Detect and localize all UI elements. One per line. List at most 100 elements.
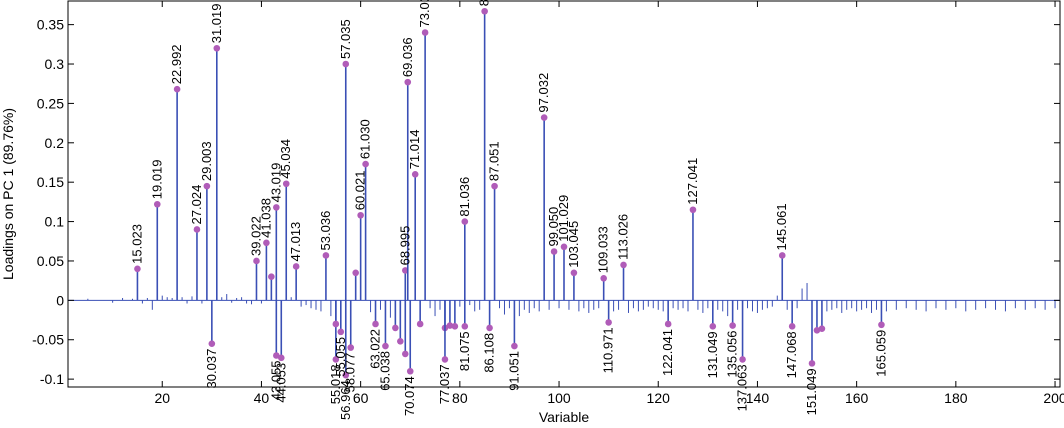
peak-marker xyxy=(511,342,518,350)
peak-marker xyxy=(332,320,340,328)
peak-marker xyxy=(441,356,449,363)
peak-marker xyxy=(540,114,548,121)
peak-marker xyxy=(605,319,612,326)
peak-marker xyxy=(451,323,459,330)
peak-marker xyxy=(382,342,389,350)
peak-marker xyxy=(416,320,424,328)
peak-marker xyxy=(352,269,359,277)
peak-marker xyxy=(203,182,211,190)
peak-marker xyxy=(342,371,350,379)
peak-marker xyxy=(689,206,697,214)
peak-marker xyxy=(600,274,607,282)
x-tick-label: 60 xyxy=(353,390,369,406)
peak-marker xyxy=(818,325,826,333)
y-tick-label: 0 xyxy=(56,292,64,308)
peak-label: 56.964 xyxy=(338,380,353,420)
peak-label: 81.036 xyxy=(457,177,472,217)
peak-label: 55.018 xyxy=(328,364,343,404)
peak-label: 147.068 xyxy=(784,331,799,378)
peak-label: 44.053 xyxy=(273,363,288,403)
peak-label: 81.075 xyxy=(457,331,472,371)
peak-label: 131.049 xyxy=(705,331,720,378)
peak-label: 103.045 xyxy=(566,221,581,268)
peak-marker xyxy=(620,261,627,269)
peak-label: 27.024 xyxy=(189,185,204,225)
peak-label: 60.021 xyxy=(353,171,368,211)
peak-label: 45.034 xyxy=(278,139,293,179)
peak-label: 77.037 xyxy=(437,364,452,404)
labeled-loading-stems xyxy=(134,7,885,379)
peak-label: 87.051 xyxy=(487,141,502,181)
x-tick-label: 20 xyxy=(154,390,170,406)
y-tick-label: 0.1 xyxy=(45,214,65,230)
peak-marker xyxy=(292,263,300,270)
peak-marker xyxy=(208,340,216,347)
x-tick-label: 140 xyxy=(746,390,770,406)
peak-marker xyxy=(404,78,412,86)
peak-marker xyxy=(253,257,260,265)
peak-marker xyxy=(277,354,285,362)
peak-label: 101.029 xyxy=(556,195,571,242)
peak-marker xyxy=(461,218,469,225)
peak-marker xyxy=(332,356,340,363)
x-tick-label: 100 xyxy=(547,390,571,406)
peak-label: 39.022 xyxy=(248,216,263,256)
peak-marker xyxy=(778,252,786,259)
peak-label: 86.108 xyxy=(482,333,497,373)
peak-label: 68.995 xyxy=(397,226,412,266)
y-tick-label: -0.05 xyxy=(32,332,64,348)
x-tick-label: 160 xyxy=(845,390,869,406)
peak-marker xyxy=(729,322,736,329)
peak-marker xyxy=(263,239,270,247)
peak-label: 47.013 xyxy=(288,222,303,262)
peak-marker xyxy=(461,323,469,330)
peak-label: 57.035 xyxy=(338,19,353,59)
peak-marker xyxy=(406,367,414,375)
peak-label: 41.038 xyxy=(258,198,273,238)
peak-marker xyxy=(709,323,717,330)
peak-label: 58.077 xyxy=(343,353,358,393)
x-tick-label: 40 xyxy=(254,390,270,406)
y-tick-label: -0.1 xyxy=(40,371,64,387)
peak-marker xyxy=(273,352,280,359)
peak-label: 109.033 xyxy=(596,226,611,273)
peak-label: 113.026 xyxy=(616,214,631,260)
peak-marker xyxy=(486,324,493,332)
peak-marker xyxy=(570,269,578,277)
peak-label: 135.056 xyxy=(725,331,740,378)
peak-marker xyxy=(322,252,330,259)
peak-label: 70.074 xyxy=(402,376,417,416)
peak-marker xyxy=(411,171,419,178)
peak-marker xyxy=(392,324,399,332)
y-tick-label: 0.35 xyxy=(37,17,64,33)
peak-marker xyxy=(560,243,568,251)
y-tick-label: 0.15 xyxy=(37,174,64,190)
y-axis-title: Loadings on PC 1 (89.76%) xyxy=(0,108,16,280)
peak-marker xyxy=(134,265,141,273)
peak-marker xyxy=(173,85,181,93)
peak-label: 122.041 xyxy=(660,329,675,376)
peak-marker xyxy=(808,360,816,367)
peak-marker xyxy=(421,29,429,36)
peak-marker xyxy=(372,320,379,328)
peak-marker xyxy=(337,328,345,336)
y-tick-label: 0.3 xyxy=(45,56,65,72)
peak-label: 19.019 xyxy=(149,159,164,199)
peak-label: 43.055 xyxy=(268,360,283,400)
peak-marker xyxy=(282,180,290,188)
peak-marker xyxy=(813,326,821,334)
peak-marker xyxy=(550,248,558,255)
peak-label: 63.022 xyxy=(368,329,383,369)
plot-area xyxy=(67,0,1061,388)
peak-marker xyxy=(481,7,488,15)
peak-marker xyxy=(788,323,796,330)
peak-label: 69.036 xyxy=(400,37,415,77)
peak-label: 65.038 xyxy=(377,351,392,391)
x-tick-label: 120 xyxy=(647,390,671,406)
peak-label: 43.019 xyxy=(268,163,283,203)
x-tick-label: 200 xyxy=(1043,390,1064,406)
peak-label: 15.023 xyxy=(129,224,144,264)
peak-marker xyxy=(397,338,404,345)
peak-label: 127.041 xyxy=(685,158,700,205)
